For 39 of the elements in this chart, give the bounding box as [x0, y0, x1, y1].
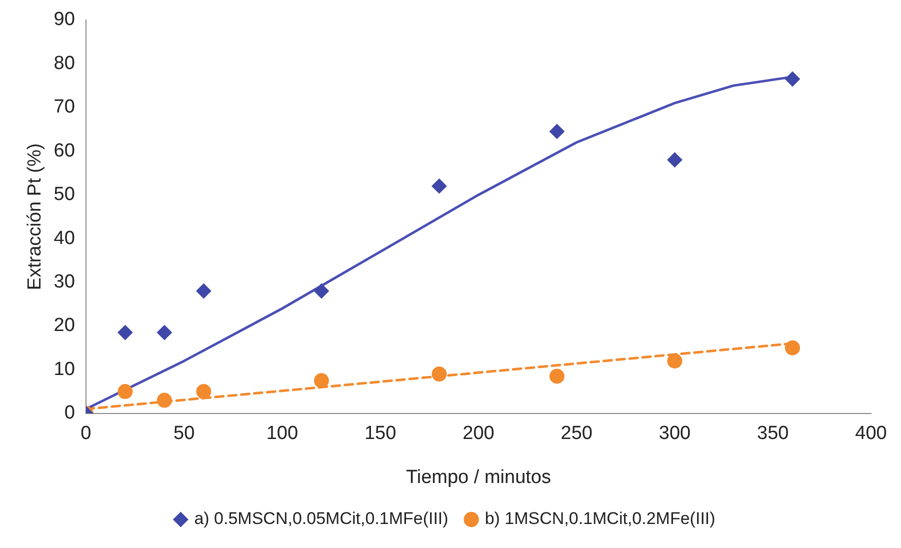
point	[196, 384, 212, 400]
y-tick-label: 30	[54, 272, 75, 292]
legend-label: b) 1MSCN,0.1MCit,0.2MFe(III)	[484, 509, 716, 528]
point	[432, 366, 447, 382]
y-tick-label: 0	[64, 402, 75, 424]
legend-label: a) 0.5MSCN,0.05MCit,0.1MFe(III)	[194, 509, 448, 528]
x-tick-label: 200	[462, 423, 494, 444]
point	[784, 340, 800, 356]
x-tick-label: 350	[757, 423, 789, 444]
x-axis-title: Tiempo / minutos	[406, 466, 551, 488]
y-tick-label: 90	[54, 9, 75, 30]
y-tick-label: 40	[54, 228, 75, 249]
y-tick-label: 70	[54, 96, 75, 118]
point	[549, 368, 564, 384]
x-tick-label: 400	[855, 423, 887, 444]
x-tick-label: 300	[658, 423, 691, 444]
point	[118, 325, 133, 340]
point	[667, 152, 682, 168]
x-tick-label: 100	[266, 423, 298, 444]
point	[118, 384, 133, 400]
x-tick-label: 150	[364, 423, 396, 444]
x-tick-label: 0	[80, 423, 92, 444]
point	[156, 325, 172, 340]
point	[549, 124, 564, 139]
point	[667, 353, 682, 368]
point	[314, 284, 329, 299]
y-tick-label: 50	[54, 184, 75, 206]
point	[196, 284, 212, 299]
point	[432, 178, 447, 194]
x-tick-label: 250	[560, 423, 592, 444]
y-tick-label: 20	[54, 315, 75, 336]
y-tick-label: 80	[54, 52, 75, 74]
point	[314, 373, 329, 388]
y-axis-title: Extracción Pt (%)	[24, 143, 46, 290]
y-tick-label: 60	[54, 140, 75, 162]
y-tick-label: 10	[54, 358, 75, 380]
point	[784, 72, 800, 87]
x-tick-label: 50	[173, 423, 195, 444]
point	[156, 392, 172, 408]
